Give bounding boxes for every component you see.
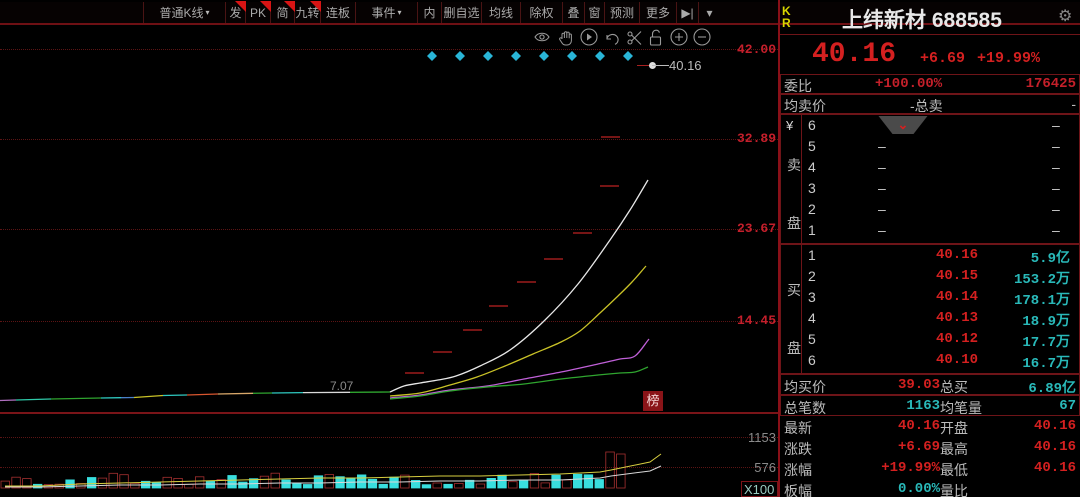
svg-text:7.07: 7.07 bbox=[330, 379, 354, 393]
